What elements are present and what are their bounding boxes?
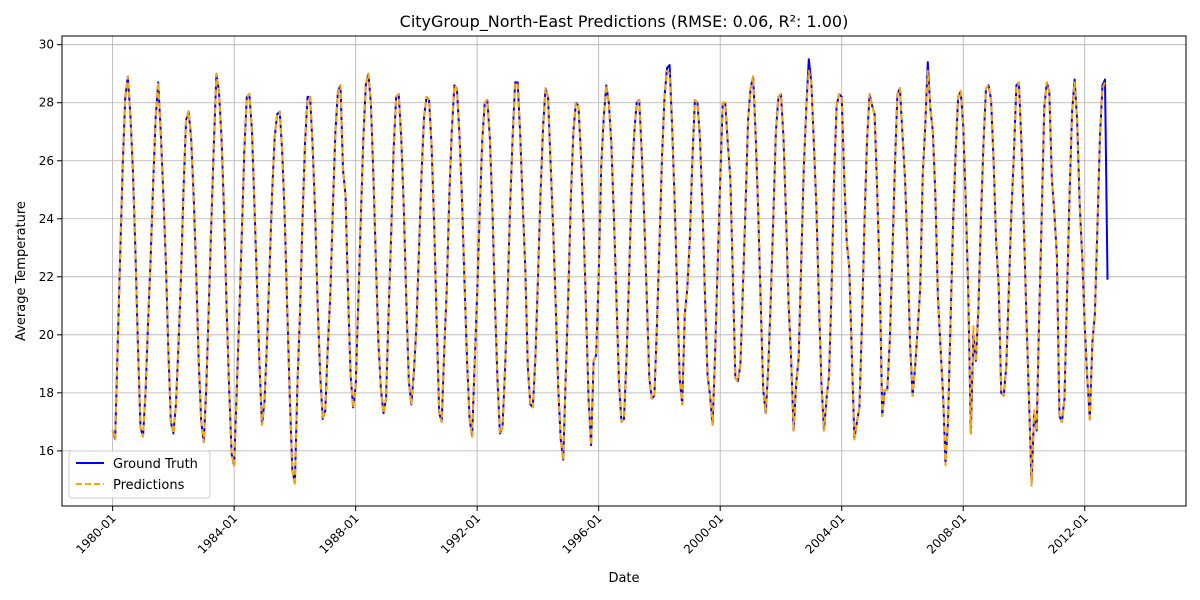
x-axis-title: Date <box>608 571 639 586</box>
legend: Ground Truth Predictions <box>68 450 211 499</box>
y-axis-title: Average Temperature <box>14 201 29 341</box>
y-tick-label: 16 <box>39 444 54 458</box>
y-tick-label: 22 <box>39 270 54 284</box>
legend-label-predictions: Predictions <box>113 478 185 493</box>
y-axis: 16 18 20 22 24 26 28 30 <box>39 38 62 458</box>
legend-label-ground-truth: Ground Truth <box>113 457 198 472</box>
y-tick-label: 20 <box>39 328 54 342</box>
chart-title: CityGroup_North-East Predictions (RMSE: … <box>400 12 849 32</box>
y-tick-label: 26 <box>39 154 54 168</box>
series-layer <box>111 58 1109 487</box>
y-tick-label: 28 <box>39 96 54 110</box>
y-tick-label: 24 <box>39 212 54 226</box>
legend-box <box>68 450 211 499</box>
series-line-predictions <box>111 69 1106 487</box>
y-tick-label: 18 <box>39 386 54 400</box>
plot-frame <box>61 35 1187 507</box>
y-tick-label: 30 <box>39 38 54 52</box>
